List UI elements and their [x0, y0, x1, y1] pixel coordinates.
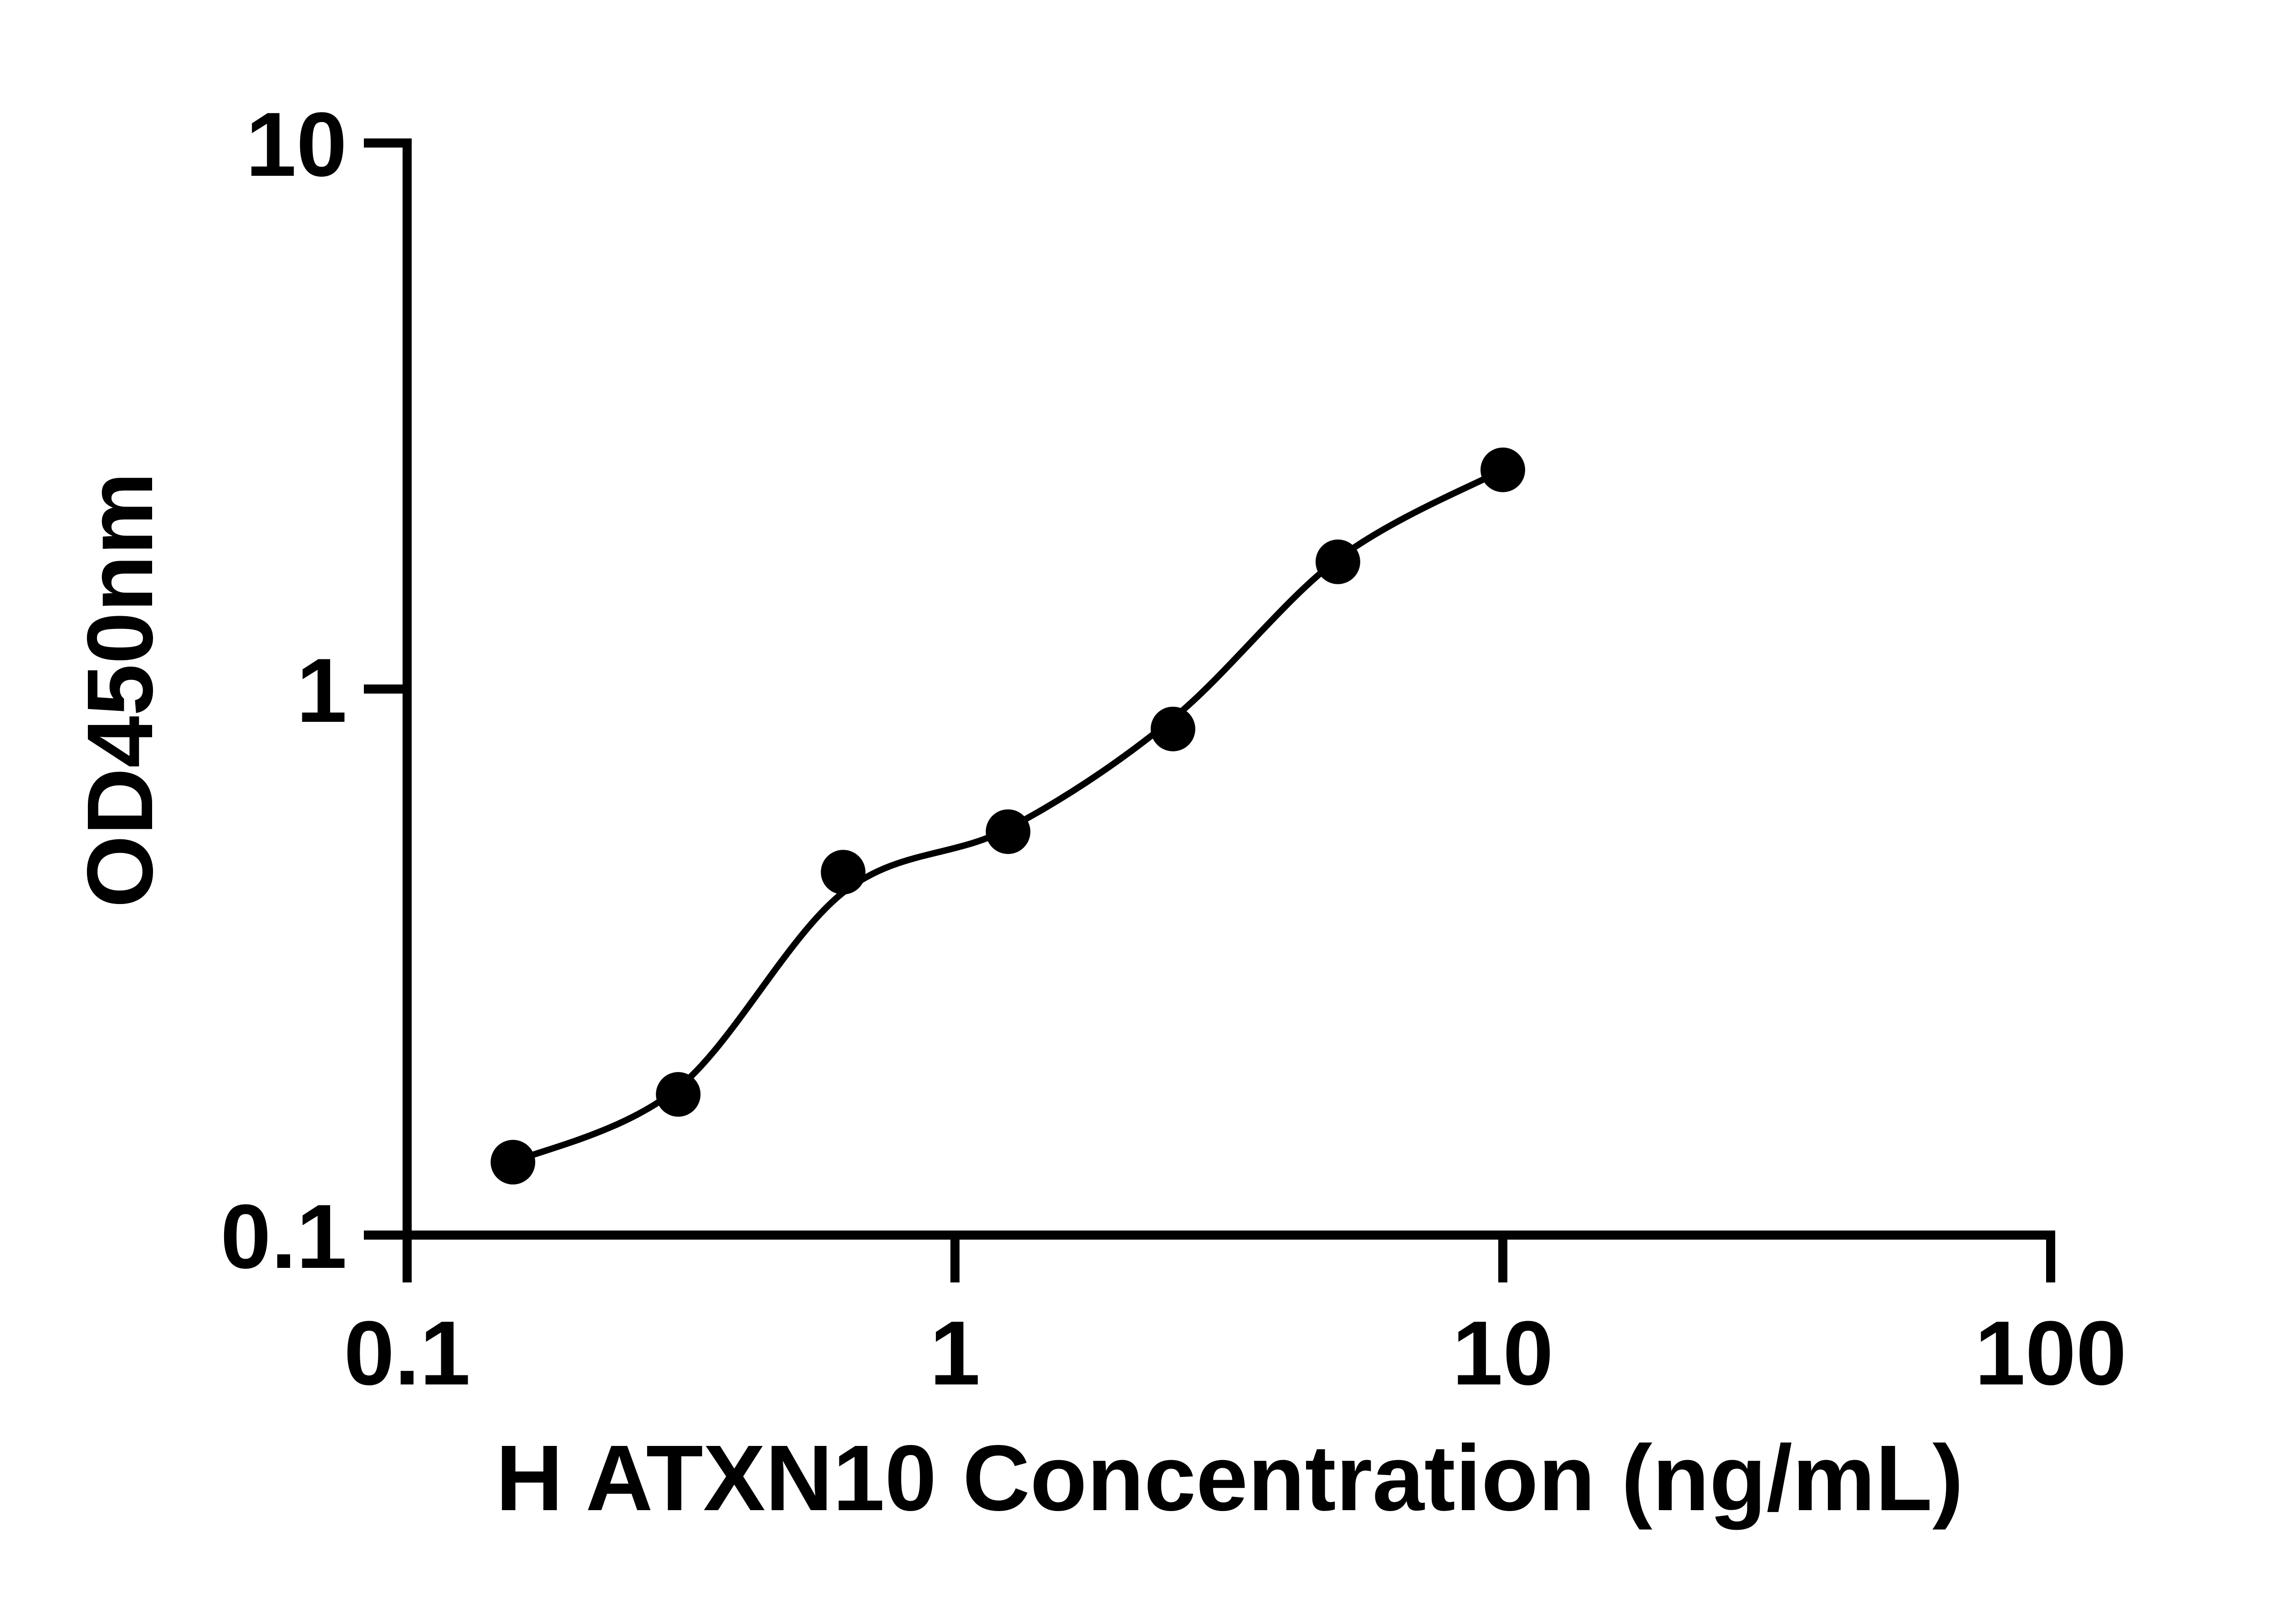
y-tick-labels-group: 0.1 1 10 — [220, 94, 347, 1287]
x-tick-label: 1 — [929, 1302, 980, 1404]
x-tick-label: 10 — [1452, 1302, 1553, 1404]
data-point-marker — [656, 1072, 701, 1117]
data-point-marker — [985, 809, 1031, 854]
y-tick-label: 0.1 — [220, 1186, 347, 1287]
data-point-marker — [490, 1139, 536, 1185]
data-point-marker — [1481, 447, 1525, 492]
x-tick-label: 0.1 — [344, 1302, 470, 1404]
series-group — [490, 447, 1525, 1185]
y-tick-label: 10 — [246, 94, 347, 195]
data-point-marker — [821, 850, 866, 895]
x-tick-label: 100 — [1975, 1302, 2127, 1404]
data-point-marker — [1315, 539, 1360, 584]
y-axis-title: OD450nm — [68, 472, 172, 908]
y-tick-label: 1 — [296, 640, 347, 741]
x-tick-labels-group: 0.1 1 10 100 — [344, 1302, 2127, 1404]
x-ticks-group — [403, 1235, 2055, 1282]
data-point-marker — [1150, 706, 1195, 751]
x-axis-title: H ATXN10 Concentration (ng/mL) — [495, 1426, 1963, 1530]
y-ticks-group — [364, 138, 407, 1240]
